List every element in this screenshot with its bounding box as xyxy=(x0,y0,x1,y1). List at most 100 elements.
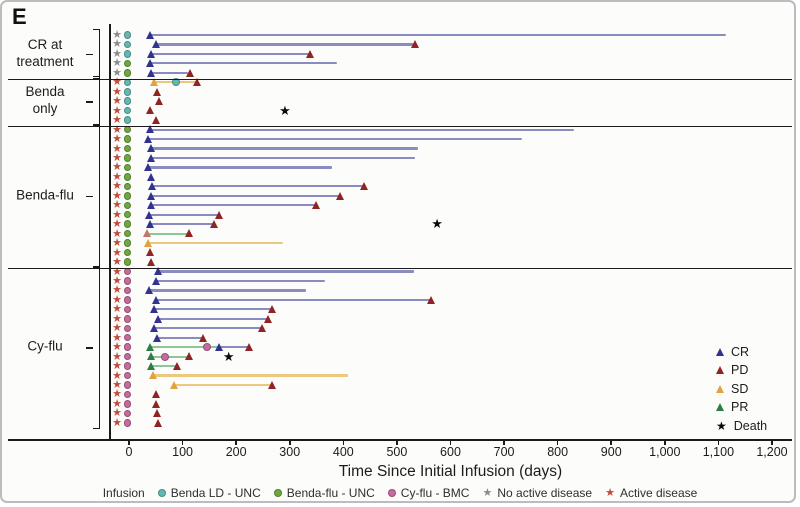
x-axis-tick xyxy=(449,439,452,445)
infusion-teal-circle-icon xyxy=(123,31,132,39)
x-axis-tick xyxy=(610,439,612,445)
x-axis-tick-label: 1,200 xyxy=(756,445,788,459)
group-bracket-dash xyxy=(86,347,93,349)
x-axis-tick-label: 500 xyxy=(386,445,408,459)
pd-marker-icon xyxy=(152,115,161,124)
pd-marker-icon xyxy=(142,229,151,238)
sd-marker-icon xyxy=(716,384,724,393)
active-disease-star-icon: ★ xyxy=(112,407,122,420)
active-disease-star-icon: ★ xyxy=(112,151,122,164)
reinfusion-pink-circle-icon xyxy=(160,352,169,361)
pd-marker-icon xyxy=(145,248,154,257)
pd-marker-icon xyxy=(185,352,194,361)
response-duration-line xyxy=(151,52,312,55)
active-disease-star-icon: ★ xyxy=(112,123,122,136)
infusion-green-circle-icon xyxy=(123,163,132,172)
cr-marker-icon xyxy=(145,59,154,68)
pd-marker-icon xyxy=(152,409,161,418)
panel-label: E xyxy=(12,4,27,29)
active-disease-star-icon: ★ xyxy=(112,303,122,316)
legend-label: SD xyxy=(731,381,749,396)
pd-marker-icon xyxy=(185,229,194,238)
active-disease-star-icon: ★ xyxy=(112,218,122,231)
active-disease-star-icon: ★ xyxy=(112,274,122,287)
pd-marker-icon xyxy=(267,305,276,314)
active-disease-star-icon: ★ xyxy=(112,284,122,297)
group-bracket xyxy=(93,76,100,127)
cr-marker-icon xyxy=(215,342,224,351)
infusion-green-circle-icon xyxy=(123,192,132,200)
infusion-pink-circle-icon xyxy=(123,362,132,370)
infusion-teal-circle-icon xyxy=(123,40,132,49)
infusion-pink-circle-icon xyxy=(123,352,132,361)
pd-marker-icon xyxy=(336,191,345,200)
pr-marker-icon xyxy=(145,342,154,351)
infusion-pink-circle-icon xyxy=(123,324,132,332)
active-disease-star-icon: ★ xyxy=(112,180,122,193)
pr-marker-icon xyxy=(147,361,156,370)
cr-marker-icon xyxy=(153,333,162,342)
response-duration-line xyxy=(219,346,251,349)
x-axis-tick xyxy=(556,439,559,445)
active-disease-star-icon: ★ xyxy=(112,416,122,429)
cr-marker-icon xyxy=(145,125,154,134)
infusion-green-circle-icon xyxy=(123,154,132,162)
legend-label: CR xyxy=(731,344,750,359)
response-duration-line xyxy=(150,223,216,226)
pd-marker-icon xyxy=(173,361,182,370)
response-duration-line xyxy=(156,279,325,283)
active-disease-star-icon: ★ xyxy=(112,388,122,401)
infusion-green-circle-icon xyxy=(123,144,132,153)
pd-marker-icon xyxy=(155,97,164,106)
cr-marker-icon xyxy=(145,286,154,295)
active-disease-star-icon: ★ xyxy=(112,104,122,117)
pd-marker-icon xyxy=(410,40,419,49)
active-disease-star-icon: ★ xyxy=(112,114,122,127)
pd-marker-icon xyxy=(306,49,315,58)
infusion-teal-circle-icon xyxy=(157,489,166,497)
pd-marker-icon xyxy=(215,210,224,219)
response-duration-line xyxy=(151,147,419,150)
response-duration-line xyxy=(148,166,332,169)
active-disease-star-icon: ★ xyxy=(112,161,122,174)
no-active-disease-star-icon: ★ xyxy=(112,38,122,51)
infusion-green-circle-icon xyxy=(123,239,132,247)
pd-marker-icon xyxy=(245,342,254,351)
cr-marker-icon xyxy=(150,305,159,314)
response-duration-line xyxy=(151,355,191,358)
infusion-teal-circle-icon xyxy=(123,88,132,96)
group-separator-line xyxy=(8,78,792,81)
cr-marker-icon xyxy=(144,210,153,219)
x-axis-tick-label: 600 xyxy=(440,445,461,459)
x-axis-tick xyxy=(503,439,505,445)
legend-label: Death xyxy=(733,418,768,433)
pd-marker-icon xyxy=(311,201,320,210)
active-disease-star-icon: ★ xyxy=(112,265,122,278)
cr-marker-icon xyxy=(150,324,159,333)
x-axis-line xyxy=(8,439,792,441)
response-duration-line xyxy=(156,43,416,46)
active-disease-star-icon: ★ xyxy=(112,246,122,259)
response-duration-line xyxy=(159,317,269,320)
infusion-legend-item: ★ Active disease xyxy=(605,486,697,500)
response-duration-line xyxy=(156,298,433,301)
legend-item-pr: PR xyxy=(716,400,767,414)
infusion-legend: Infusion Benda LD - UNC Benda-flu - UNC Cy-… xyxy=(2,486,794,500)
infusion-green-circle-icon xyxy=(123,248,132,257)
active-disease-star-icon: ★ xyxy=(112,293,122,306)
infusion-teal-circle-icon xyxy=(123,116,132,124)
legend-label: PR xyxy=(731,400,749,414)
active-disease-star-icon: ★ xyxy=(112,369,122,382)
cr-marker-icon xyxy=(146,191,155,200)
cr-marker-icon xyxy=(716,347,724,356)
infusion-legend-label: Cy-flu - BMC xyxy=(400,486,470,500)
active-disease-star-icon: ★ xyxy=(112,237,122,250)
legend-item-death: ★ Death xyxy=(716,418,768,433)
x-axis-tick xyxy=(235,439,237,445)
response-duration-line xyxy=(174,383,273,387)
infusion-teal-circle-icon xyxy=(123,106,132,115)
response-duration-line xyxy=(149,213,221,216)
legend-label: PD xyxy=(731,363,749,377)
x-axis-tick xyxy=(128,439,130,445)
active-disease-star-icon: ★ xyxy=(112,170,122,183)
